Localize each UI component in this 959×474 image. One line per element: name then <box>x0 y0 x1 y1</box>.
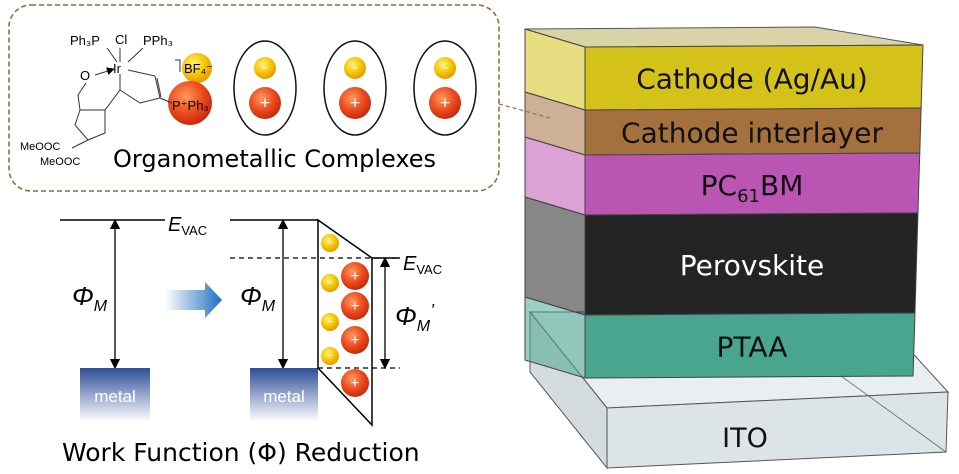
anion-sign: − <box>351 61 358 75</box>
negative-charge-ball <box>321 234 339 252</box>
negative-charge-sign: − <box>327 278 333 289</box>
phosphonium-cation-ball <box>168 81 212 125</box>
layer-cathode-ag-au: Cathode (Ag/Au) <box>524 28 924 111</box>
layer-perovskite: Perovskite <box>524 196 919 316</box>
positive-charge-sign: + <box>351 375 360 392</box>
cation-sign: + <box>440 93 450 113</box>
positive-charge-ball <box>341 369 369 397</box>
dipole-charges: − − − − + + + + <box>321 234 369 397</box>
pph3-cation-label: P⁺Ph₃ <box>172 98 209 113</box>
metal-block <box>250 368 318 422</box>
anion-sign: − <box>261 61 268 75</box>
meooc-label: MeOOC <box>40 156 80 168</box>
layer-cathode-interlayer: Cathode interlayer <box>524 91 922 156</box>
negative-charge-ball <box>321 274 339 292</box>
metal-label: metal <box>94 387 136 406</box>
work-function-diagram: EVAC ΦM metal ΦM metal EVAC ΦM’ − − − − + + + +… <box>60 214 442 467</box>
phi-m-label: ΦM <box>72 281 108 315</box>
negative-charge-sign: − <box>327 317 333 328</box>
ion-pair: −+ <box>413 40 477 136</box>
evac-label-left: EVAC <box>168 214 207 238</box>
metal-label: metal <box>263 387 305 406</box>
anion-ball <box>344 57 366 79</box>
ir-label: Ir <box>113 61 122 76</box>
layer-label: PTAA <box>717 331 788 364</box>
positive-charge-sign: + <box>351 332 360 349</box>
anion-ball <box>434 57 456 79</box>
negative-charge-sign: − <box>327 351 333 362</box>
cation-sign: + <box>350 93 360 113</box>
diagram-title: Work Function (Φ) Reduction <box>62 438 420 467</box>
cl-label: Cl <box>115 32 127 47</box>
layer-pc: PC61BM <box>524 136 921 216</box>
ion-pair-outline <box>413 40 477 136</box>
transition-arrow-icon <box>165 282 222 318</box>
ion-pair-outline <box>233 40 297 136</box>
positive-charge-ball <box>341 292 369 320</box>
ion-pair: −+ <box>323 40 387 136</box>
ion-pair-outline <box>323 40 387 136</box>
layer-ptaa: PTAA <box>524 296 916 379</box>
phi-m-label: ΦM <box>240 281 276 315</box>
layer-label: Perovskite <box>680 249 825 282</box>
negative-charge-ball <box>321 313 339 331</box>
cation-sign: + <box>260 93 270 113</box>
layer-label: ITO <box>722 423 768 454</box>
metal-block <box>80 368 150 422</box>
evac-label-right: EVAC <box>403 253 442 277</box>
layer-front-face <box>584 312 916 379</box>
anion-sign: − <box>441 61 448 75</box>
positive-charge-ball <box>341 262 369 290</box>
negative-charge-ball <box>321 347 339 365</box>
layer-label: PC61BM <box>701 169 804 207</box>
organometallic-complex-panel: Ph₃P Cl PPh₃ Ir O MeOOC MeOOC BF₄⁻ P⁺Ph₃… <box>8 4 551 192</box>
dashed-panel-border <box>8 4 500 192</box>
positive-charge-sign: + <box>351 298 360 315</box>
positive-charge-ball <box>341 326 369 354</box>
cation-ball <box>249 87 281 119</box>
meooc-label: MeOOC <box>20 141 60 153</box>
bf4-anion-ball <box>182 53 212 83</box>
layer-label: Cathode interlayer <box>621 117 883 150</box>
bf4-label: BF₄⁻ <box>184 61 213 76</box>
positive-charge-sign: + <box>351 268 360 285</box>
cation-ball <box>429 87 461 119</box>
iridium-complex-structure: Ph₃P Cl PPh₃ Ir O MeOOC MeOOC BF₄⁻ P⁺Ph₃ <box>20 32 213 168</box>
anion-ball <box>254 57 276 79</box>
ph3p-label: Ph₃P <box>70 33 100 48</box>
layer-side-face <box>524 196 586 316</box>
pph3-label: PPh₃ <box>143 33 173 48</box>
stack-top-face <box>524 26 924 48</box>
o-label: O <box>80 68 90 83</box>
device-stack: ITO Cathode (Ag/Au) Cathode interlayer PC61… <box>524 26 950 470</box>
panel-title: Organometallic Complexes <box>113 145 436 173</box>
phi-m-prime-label: ΦM’ <box>395 301 435 335</box>
ion-pair: −+ <box>233 40 297 136</box>
ion-pairs: −+−+−+ <box>233 40 477 136</box>
cation-ball <box>339 87 371 119</box>
layer-label: Cathode (Ag/Au) <box>636 63 868 96</box>
negative-charge-sign: − <box>327 238 333 249</box>
